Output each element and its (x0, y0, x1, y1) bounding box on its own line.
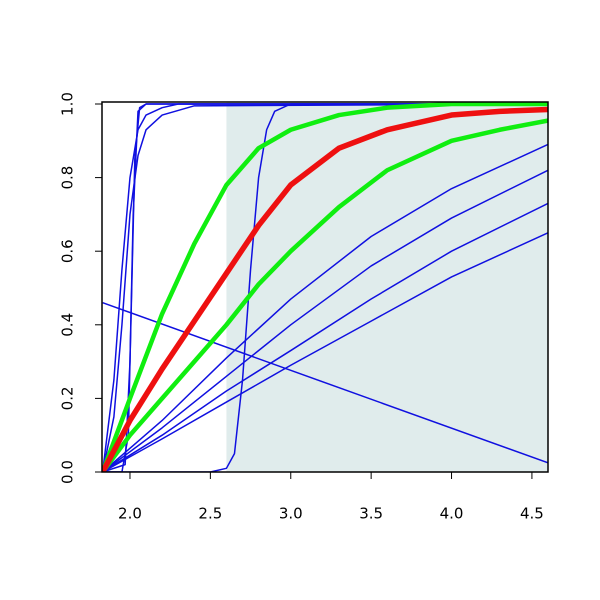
x-tick-label: 4.5 (520, 505, 544, 523)
line (102, 103, 548, 472)
x-tick-label: 2.5 (198, 505, 222, 523)
x-tick-label: 4.0 (440, 505, 464, 523)
y-tick-label: 0.4 (59, 313, 77, 337)
x-tick-label: 3.0 (279, 505, 303, 523)
x-tick-label: 3.5 (359, 505, 383, 523)
line (102, 103, 548, 472)
line (102, 118, 548, 472)
line (102, 143, 548, 472)
line (102, 169, 548, 472)
shaded-region (226, 102, 548, 472)
line (102, 106, 548, 472)
y-tick-label: 0.2 (59, 386, 77, 410)
x-tick-label: 2.0 (118, 505, 142, 523)
line (102, 302, 548, 464)
y-tick-label: 0.8 (59, 166, 77, 190)
y-tick-label: 1.0 (59, 92, 77, 116)
line (102, 103, 548, 472)
plot-frame (101, 101, 549, 473)
y-tick-label: 0.0 (59, 460, 77, 484)
line (102, 103, 548, 472)
plot-area (102, 102, 548, 472)
line (102, 202, 548, 472)
line (102, 232, 548, 472)
y-tick-label: 0.6 (59, 239, 77, 263)
line (102, 102, 548, 472)
